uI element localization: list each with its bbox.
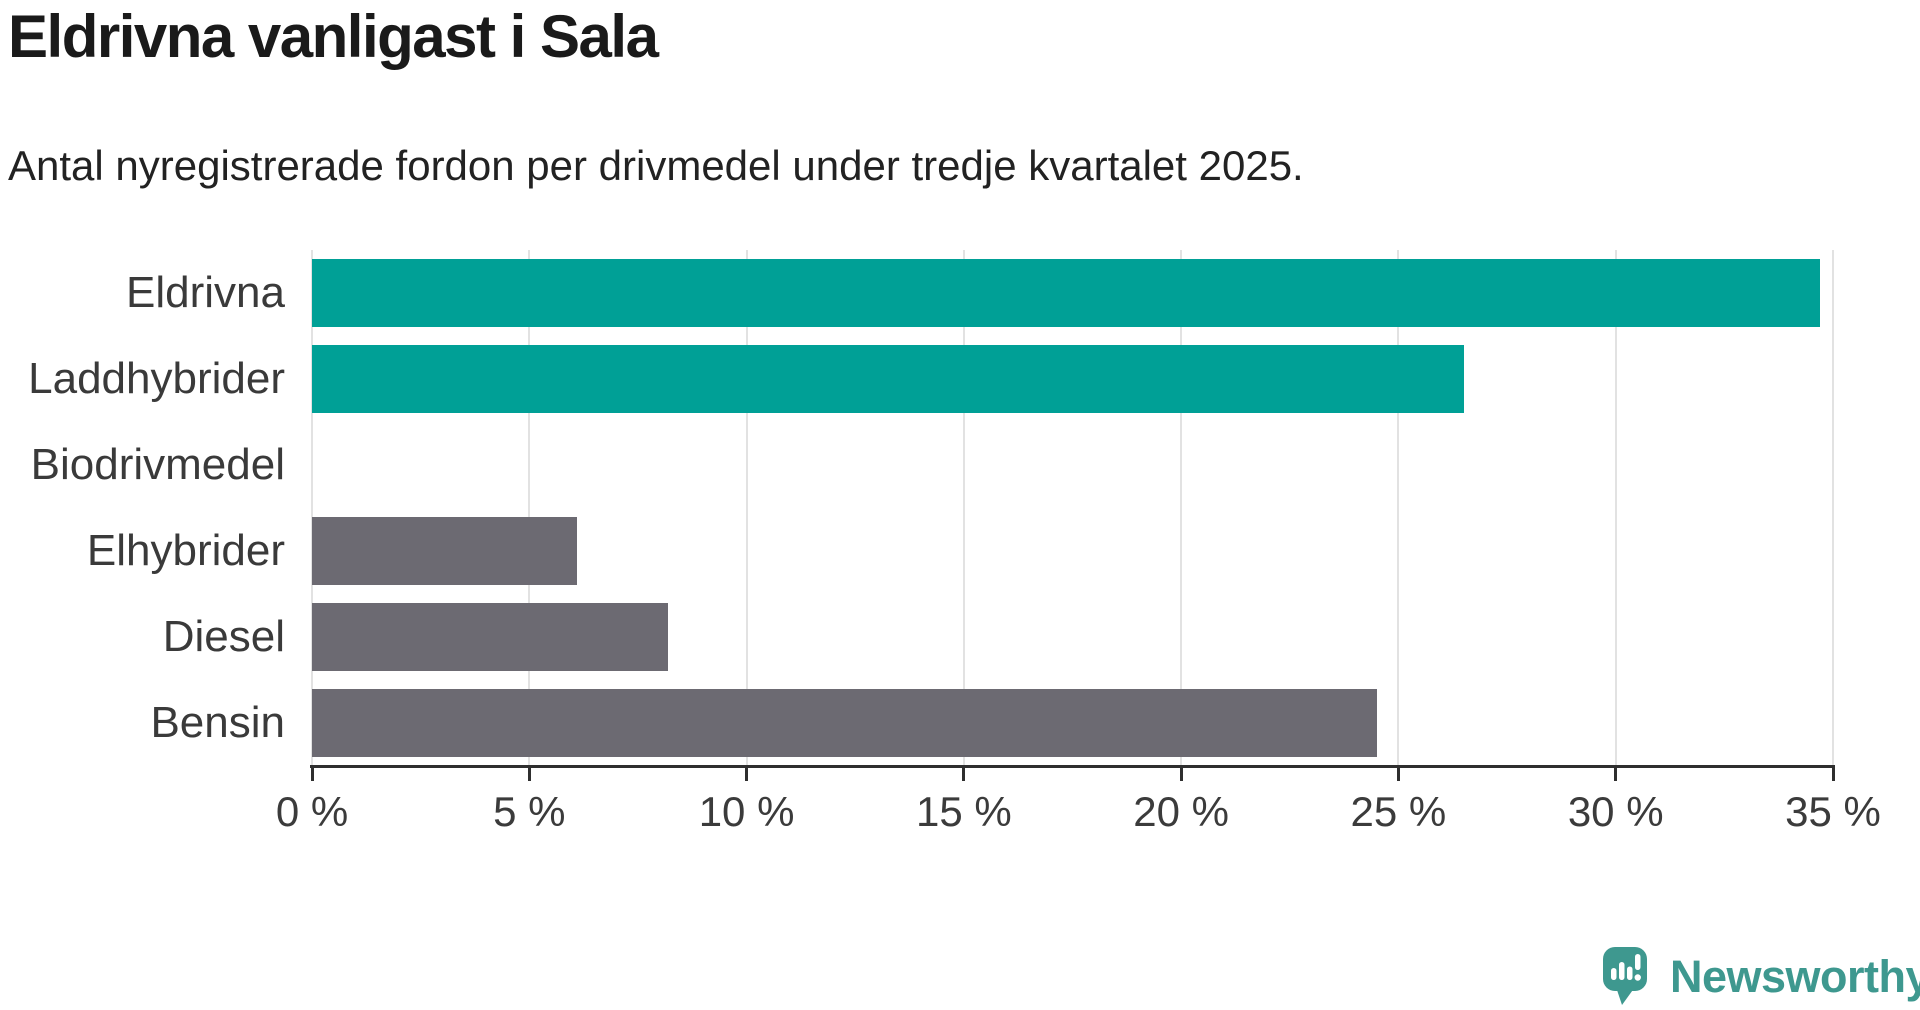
x-axis-tick [745,768,749,781]
x-axis-tick-label: 10 % [698,788,795,835]
x-axis-tick-label: 20 % [1133,788,1229,835]
x-axis-tick [1396,768,1400,781]
x-axis-tick [1179,768,1183,781]
newsworthy-logo: Newsworthy [1602,946,1920,1008]
x-axis-tick [1614,768,1618,781]
x-axis-tick-label: 25 % [1350,788,1447,835]
bar [312,603,669,671]
bar [312,345,1464,413]
x-axis-tick [1831,768,1835,781]
category-label: Diesel [162,612,285,661]
category-label: Bensin [150,698,285,747]
gridline [745,250,748,765]
gridline [962,250,965,765]
category-label: Elhybrider [86,526,285,575]
gridline [311,250,313,765]
x-axis-line [310,765,1835,768]
gridline [1832,250,1834,765]
category-label: Eldrivna [126,268,285,317]
x-axis-tick-label: 5 % [493,788,566,835]
x-axis-tick [527,768,531,781]
x-axis-tick [962,768,966,781]
bar [312,517,578,585]
x-axis-tick [310,768,314,781]
x-axis-tick-label: 30 % [1567,788,1664,835]
chart-title: Eldrivna vanligast i Sala [8,3,659,70]
newsworthy-wordmark: Newsworthy [1670,951,1920,1002]
x-axis-tick-label: 0 % [275,788,349,835]
chart-subtitle: Antal nyregistrerade fordon per drivmede… [8,142,1304,189]
gridline [1397,250,1400,765]
gridline [1614,250,1617,765]
gridline [1180,250,1183,765]
x-axis-tick-label: 15 % [915,788,1012,835]
bar [312,259,1820,327]
category-label: Laddhybrider [28,354,285,403]
category-label: Biodrivmedel [30,440,285,489]
newsworthy-icon [1603,947,1647,1005]
gridline [528,250,531,765]
x-axis-tick-label: 35 % [1785,788,1881,835]
bar [312,689,1377,757]
